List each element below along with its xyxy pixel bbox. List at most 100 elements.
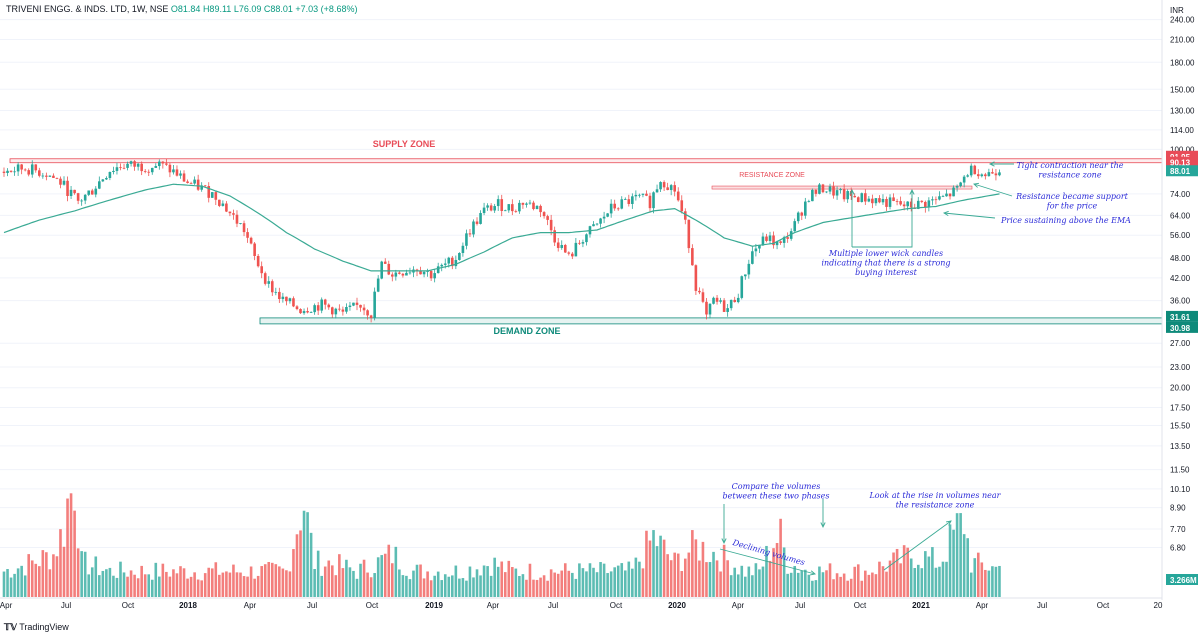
candle-body: [27, 170, 31, 175]
volume-bar: [129, 570, 133, 597]
note-rise-volumes: Look at the rise in volumes near: [868, 491, 1001, 500]
volume-bar: [186, 578, 189, 597]
candle-body: [218, 199, 221, 206]
volume-bar: [698, 560, 701, 597]
candle-body: [472, 221, 475, 235]
candle-body: [789, 231, 793, 239]
candle-body: [832, 186, 835, 196]
candle-body: [602, 216, 606, 219]
volume-bar: [496, 566, 500, 597]
volume-bar: [839, 576, 842, 597]
volume-bar: [387, 544, 391, 597]
candle-body: [546, 216, 549, 220]
price-tick-label: 74.00: [1170, 190, 1191, 199]
candle-body: [811, 189, 814, 202]
candle-body: [394, 272, 398, 277]
candle-body: [867, 198, 871, 202]
price-badge: [1166, 150, 1198, 162]
candle-body: [931, 199, 934, 201]
candle-body: [719, 300, 722, 302]
arrow-resistance-support-head: [973, 182, 980, 188]
volume-bar: [758, 569, 761, 597]
volume-bar: [655, 546, 659, 597]
volume-bar: [341, 568, 345, 597]
candle-body: [694, 265, 698, 291]
volume-bar: [941, 561, 945, 597]
candle-body: [161, 161, 165, 164]
candle-body: [369, 315, 373, 318]
candle-body: [479, 213, 482, 224]
volume-bar: [285, 570, 288, 597]
volume-bar: [133, 574, 136, 597]
volume-bar: [45, 552, 48, 597]
ohlc-high: H89.11: [202, 4, 232, 14]
candle-body: [595, 223, 599, 225]
candle-body: [440, 264, 444, 267]
candle-body: [708, 303, 712, 315]
volume-bar: [355, 578, 359, 597]
candle-body: [189, 183, 193, 184]
candle-body: [535, 205, 539, 210]
volume-bar: [228, 572, 232, 597]
volume-bar: [408, 579, 412, 597]
candle-body: [578, 242, 581, 244]
note-lower-wick: buying interest: [855, 268, 917, 277]
volume-bar: [631, 568, 634, 597]
volume-bar: [832, 579, 835, 597]
candle-body: [825, 191, 828, 193]
volume-bar: [200, 580, 203, 597]
candle-body: [278, 291, 281, 300]
candle-body: [934, 199, 938, 201]
candle-body: [62, 180, 66, 185]
volume-bar: [969, 572, 973, 597]
arrow-resistance-support: [973, 183, 1013, 197]
volume-bar: [620, 563, 624, 597]
candle-body: [129, 161, 133, 164]
candle-body: [126, 163, 129, 168]
volume-bar: [348, 567, 352, 597]
volume-bar: [694, 539, 698, 597]
time-tick-label: Apr: [732, 601, 745, 610]
candle-body: [447, 257, 451, 264]
volume-bar: [729, 575, 733, 597]
chart-header: TRIVENI ENGG. & INDS. LTD, 1W, NSE O81.8…: [6, 4, 357, 14]
volume-bar: [765, 545, 768, 597]
candle-body: [313, 305, 316, 313]
candle-body: [786, 237, 789, 239]
candle-body: [500, 199, 504, 211]
volume-bar: [521, 574, 525, 597]
volume-bar: [143, 574, 147, 597]
price-tick-label: 150.00: [1170, 85, 1195, 94]
volume-bar: [683, 558, 687, 597]
candle-body: [87, 190, 91, 195]
volume-bar: [602, 563, 606, 597]
volume-bar: [934, 567, 938, 597]
candle-body: [514, 211, 518, 212]
price-badge: [1166, 165, 1198, 177]
price-grid: [0, 19, 1162, 548]
time-tick-label: Jul: [307, 601, 317, 610]
price-tick-label: 13.50: [1170, 442, 1191, 451]
volume-bar: [369, 577, 373, 597]
time-axis[interactable]: Apr Jul Oct 2018 Apr Jul Oct 2019 Apr Jul Oct 2020 A…: [0, 597, 1163, 610]
candle-body: [991, 172, 994, 174]
candle-body: [73, 189, 76, 194]
volume-bar: [9, 577, 13, 597]
candle-body: [172, 169, 175, 173]
volume-bar: [659, 535, 662, 597]
volume-bar: [140, 565, 143, 597]
volume-bar: [592, 567, 595, 597]
tradingview-logo[interactable]: 𝕋𝕍 TradingView: [4, 622, 69, 633]
volume-bar: [913, 568, 917, 597]
candle-body: [482, 207, 486, 214]
candle-body: [818, 184, 821, 194]
candle-body: [115, 167, 119, 171]
candle-body: [341, 309, 345, 312]
volume-bar: [669, 560, 673, 597]
candle-body: [2, 171, 6, 173]
volume-bar: [83, 551, 87, 597]
symbol-title: TRIVENI ENGG. & INDS. LTD, 1W, NSE: [6, 4, 169, 14]
volume-bar: [818, 566, 821, 597]
